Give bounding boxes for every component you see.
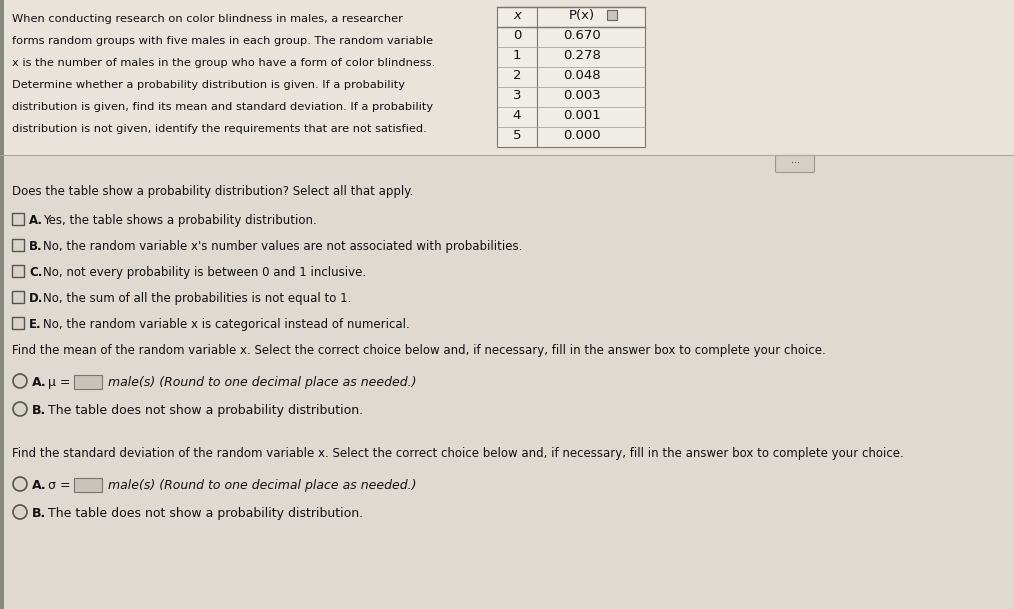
Text: 1: 1: [513, 49, 521, 62]
Text: distribution is given, find its mean and standard deviation. If a probability: distribution is given, find its mean and…: [12, 102, 433, 112]
Text: male(s) (Round to one decimal place as needed.): male(s) (Round to one decimal place as n…: [108, 479, 417, 492]
Circle shape: [13, 402, 27, 416]
Text: D.: D.: [29, 292, 44, 305]
Text: 0.001: 0.001: [563, 109, 601, 122]
Text: distribution is not given, identify the requirements that are not satisfied.: distribution is not given, identify the …: [12, 124, 427, 134]
Text: σ =: σ =: [48, 479, 75, 492]
Text: 2: 2: [513, 69, 521, 82]
Text: B.: B.: [29, 240, 43, 253]
Bar: [0, 0, 1014, 155]
Bar: [607, 10, 617, 20]
Text: Find the mean of the random variable x. Select the correct choice below and, if : Find the mean of the random variable x. …: [12, 344, 825, 357]
Text: The table does not show a probability distribution.: The table does not show a probability di…: [48, 507, 363, 520]
Text: 0.278: 0.278: [563, 49, 601, 62]
Text: P(x): P(x): [569, 9, 595, 22]
Text: Determine whether a probability distribution is given. If a probability: Determine whether a probability distribu…: [12, 80, 405, 90]
Circle shape: [13, 505, 27, 519]
Text: B.: B.: [32, 404, 47, 417]
Bar: [12, 239, 24, 251]
Text: 0.048: 0.048: [563, 69, 601, 82]
Text: Yes, the table shows a probability distribution.: Yes, the table shows a probability distr…: [43, 214, 316, 227]
Text: Find the standard deviation of the random variable x. Select the correct choice : Find the standard deviation of the rando…: [12, 447, 903, 460]
Text: male(s) (Round to one decimal place as needed.): male(s) (Round to one decimal place as n…: [108, 376, 417, 389]
Circle shape: [13, 374, 27, 388]
Text: x is the number of males in the group who have a form of color blindness.: x is the number of males in the group wh…: [12, 58, 435, 68]
Text: ···: ···: [791, 158, 799, 168]
Bar: [497, 7, 645, 147]
Text: No, the random variable x's number values are not associated with probabilities.: No, the random variable x's number value…: [43, 240, 522, 253]
Text: A.: A.: [29, 214, 43, 227]
Text: Does the table show a probability distribution? Select all that apply.: Does the table show a probability distri…: [12, 185, 414, 198]
Bar: [74, 375, 102, 389]
Text: 0.000: 0.000: [563, 129, 601, 142]
Bar: [12, 265, 24, 277]
Text: No, the random variable x is categorical instead of numerical.: No, the random variable x is categorical…: [43, 318, 410, 331]
Text: When conducting research on color blindness in males, a researcher: When conducting research on color blindn…: [12, 14, 403, 24]
Bar: [0, 0, 4, 609]
Text: C.: C.: [29, 266, 43, 279]
Circle shape: [13, 477, 27, 491]
Text: The table does not show a probability distribution.: The table does not show a probability di…: [48, 404, 363, 417]
Text: x: x: [513, 9, 521, 22]
Bar: [74, 478, 102, 492]
Text: 3: 3: [513, 89, 521, 102]
Text: 0.670: 0.670: [563, 29, 601, 42]
Bar: [12, 317, 24, 329]
Text: 5: 5: [513, 129, 521, 142]
Text: No, not every probability is between 0 and 1 inclusive.: No, not every probability is between 0 a…: [43, 266, 366, 279]
Text: 0: 0: [513, 29, 521, 42]
Bar: [12, 213, 24, 225]
FancyBboxPatch shape: [776, 155, 814, 172]
Text: 4: 4: [513, 109, 521, 122]
Text: μ =: μ =: [48, 376, 74, 389]
Text: forms random groups with five males in each group. The random variable: forms random groups with five males in e…: [12, 36, 433, 46]
Text: A.: A.: [32, 479, 47, 492]
Bar: [0, 155, 1014, 609]
Bar: [12, 291, 24, 303]
Text: E.: E.: [29, 318, 42, 331]
Text: B.: B.: [32, 507, 47, 520]
Text: 0.003: 0.003: [563, 89, 601, 102]
Text: No, the sum of all the probabilities is not equal to 1.: No, the sum of all the probabilities is …: [43, 292, 352, 305]
Text: A.: A.: [32, 376, 47, 389]
